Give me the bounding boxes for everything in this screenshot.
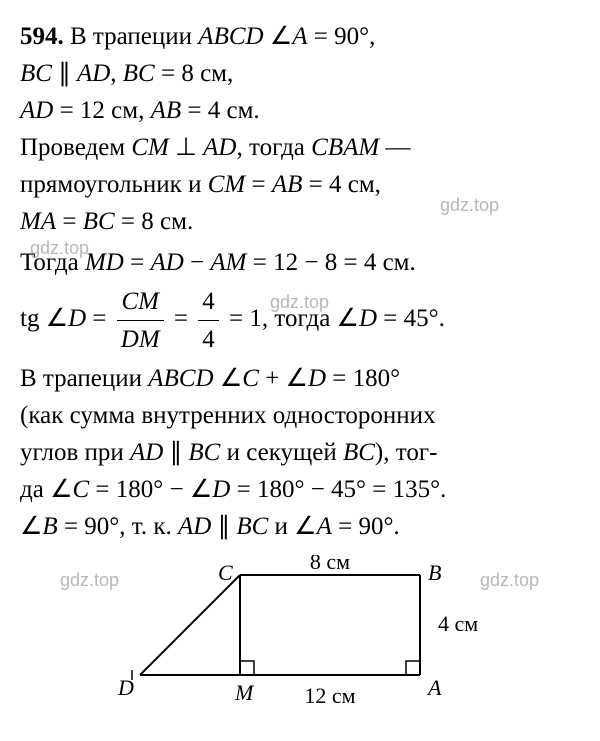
- svg-text:M: M: [234, 680, 255, 705]
- frac2-num: 4: [198, 283, 219, 321]
- svg-text:C: C: [218, 560, 233, 585]
- line-10: углов при AD ∥ BC и секущей BC), тог-: [20, 434, 580, 471]
- watermark-1: gdz.top: [30, 238, 89, 259]
- tg-eq: =: [86, 305, 113, 332]
- line-2: BC ∥ AD, BC = 8 см,: [20, 55, 580, 92]
- watermark-4: gdz.top: [480, 570, 539, 591]
- line-11: да ∠C = 180° − ∠D = 180° − 45° = 135°.: [20, 471, 580, 508]
- tg-end: = 45°.: [377, 305, 445, 332]
- watermark-3: gdz.top: [60, 570, 119, 591]
- svg-text:4 см: 4 см: [438, 611, 478, 636]
- watermark-2: gdz.top: [270, 292, 329, 313]
- problem-number: 594.: [20, 23, 64, 50]
- svg-text:12 см: 12 см: [304, 683, 355, 708]
- tg-var: D: [68, 305, 86, 332]
- svg-text:8 см: 8 см: [310, 555, 350, 574]
- trapezoid-diagram: CBAMD8 см4 см12 см: [90, 555, 510, 730]
- frac2-den: 4: [198, 321, 219, 358]
- frac1-den: DM: [117, 321, 164, 358]
- svg-text:B: B: [428, 560, 441, 585]
- line-9: (как сумма внутренних односторонних: [20, 397, 580, 434]
- line-8: В трапеции ABCD ∠C + ∠D = 180°: [20, 360, 580, 397]
- solution-content: 594. В трапеции ABCD ∠A = 90°, BC ∥ AD, …: [20, 18, 580, 545]
- fraction-1: CMDM: [117, 283, 164, 358]
- tg-prefix: tg ∠: [20, 305, 68, 332]
- tg-var2: D: [359, 305, 377, 332]
- line-3: AD = 12 см, AB = 4 см.: [20, 92, 580, 129]
- svg-text:A: A: [426, 675, 442, 700]
- line-1: 594. В трапеции ABCD ∠A = 90°,: [20, 18, 580, 55]
- fraction-2: 44: [198, 283, 219, 358]
- text: В трапеции ABCD ∠A = 90°,: [64, 23, 376, 50]
- line-7: Тогда MD = AD − AM = 12 − 8 = 4 см.: [20, 244, 580, 281]
- line-4: Проведем CM ⊥ AD, тогда CBAM —: [20, 129, 580, 166]
- frac1-num: CM: [117, 283, 164, 321]
- line-12: ∠B = 90°, т. к. AD ∥ BC и ∠A = 90°.: [20, 508, 580, 545]
- watermark-0: gdz.top: [440, 195, 499, 216]
